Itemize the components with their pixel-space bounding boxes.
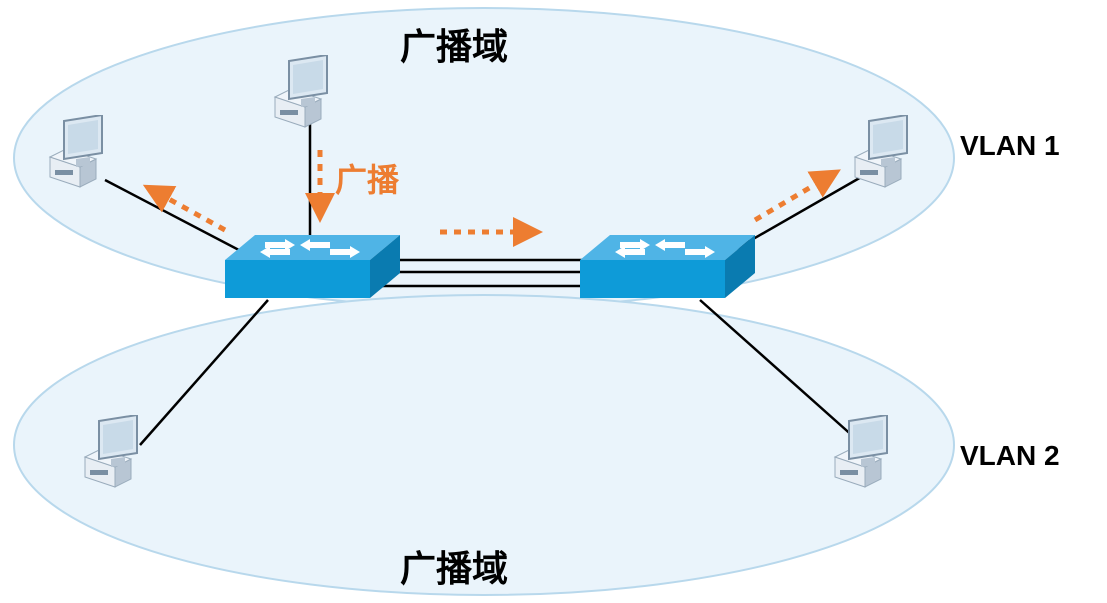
domain-label-bottom: 广播域: [400, 540, 508, 592]
domain-label-top: 广播域: [400, 18, 508, 70]
switch-2: [580, 230, 755, 310]
background-ellipses: [0, 0, 1107, 603]
switch-1: [225, 230, 400, 310]
pc-top-right: [845, 115, 925, 195]
link-lines: [0, 0, 1107, 603]
broadcast-arrows: [0, 0, 1107, 603]
vlan2-label: VLAN 2: [960, 440, 1060, 472]
pc-bottom-right: [825, 415, 905, 495]
diagram-canvas: 广播域 广播域 VLAN 1 VLAN 2 广播: [0, 0, 1107, 603]
pc-bottom-left: [75, 415, 155, 495]
broadcast-label: 广播: [335, 155, 399, 201]
vlan1-label: VLAN 1: [960, 130, 1060, 162]
pc-top-mid: [265, 55, 345, 135]
pc-top-left: [40, 115, 120, 195]
